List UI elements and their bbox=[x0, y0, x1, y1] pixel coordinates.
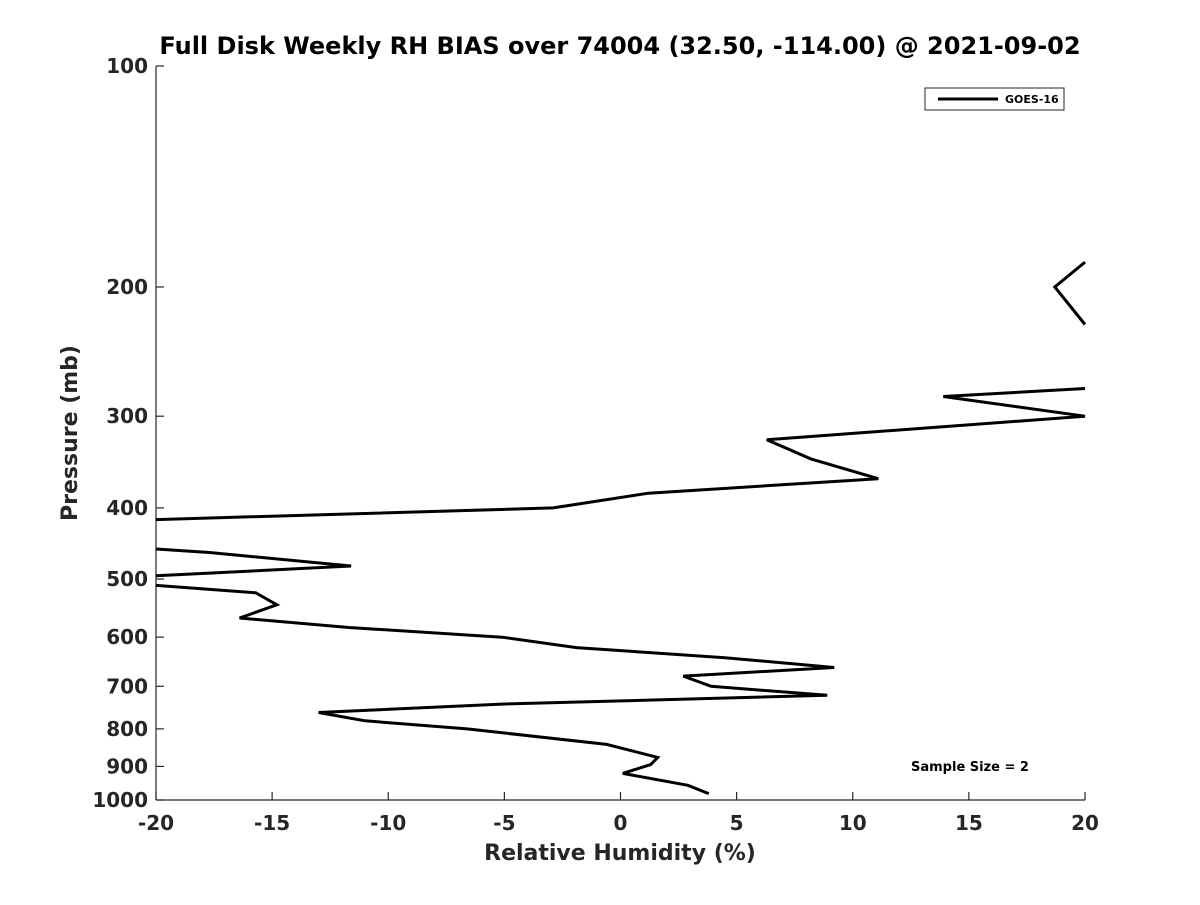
sample-size-annotation: Sample Size = 2 bbox=[911, 760, 1029, 775]
x-tick-label: -10 bbox=[370, 811, 406, 835]
y-tick-label: 200 bbox=[106, 275, 148, 299]
x-tick-label: 5 bbox=[730, 811, 744, 835]
y-tick-label: 600 bbox=[106, 625, 148, 649]
x-tick-label: -20 bbox=[138, 811, 174, 835]
x-tick-label: -5 bbox=[493, 811, 515, 835]
x-tick-label: -15 bbox=[254, 811, 290, 835]
y-tick-label: 100 bbox=[106, 54, 148, 78]
legend-entry-goes-16: GOES-16 bbox=[1005, 93, 1059, 106]
y-tick-label: 300 bbox=[106, 404, 148, 428]
y-tick-label: 1000 bbox=[92, 788, 148, 812]
y-axis-label: Pressure (mb) bbox=[58, 345, 83, 521]
series-line-segment bbox=[155, 583, 835, 795]
x-tick-label: 10 bbox=[839, 811, 867, 835]
series-group bbox=[155, 260, 1087, 795]
x-tick-label: 0 bbox=[614, 811, 628, 835]
legend: GOES-16 bbox=[924, 87, 1065, 111]
series-line-segment bbox=[1052, 260, 1087, 326]
x-tick-label: 15 bbox=[955, 811, 983, 835]
x-ticks: -20 -15 -10 -5 0 5 10 15 20 bbox=[138, 792, 1099, 835]
y-tick-label: 500 bbox=[106, 567, 148, 591]
series-line-segment bbox=[155, 387, 1086, 522]
y-tick-label: 800 bbox=[106, 717, 148, 741]
y-tick-label: 900 bbox=[106, 754, 148, 778]
y-ticks: 100 200 300 400 500 600 700 800 900 1000 bbox=[92, 54, 164, 812]
y-tick-label: 400 bbox=[106, 496, 148, 520]
y-tick-label: 700 bbox=[106, 674, 148, 698]
x-axis-label: Relative Humidity (%) bbox=[484, 841, 756, 866]
x-tick-label: 20 bbox=[1071, 811, 1099, 835]
series-line-segment bbox=[155, 547, 352, 578]
chart-title: Full Disk Weekly RH BIAS over 74004 (32.… bbox=[159, 32, 1080, 60]
